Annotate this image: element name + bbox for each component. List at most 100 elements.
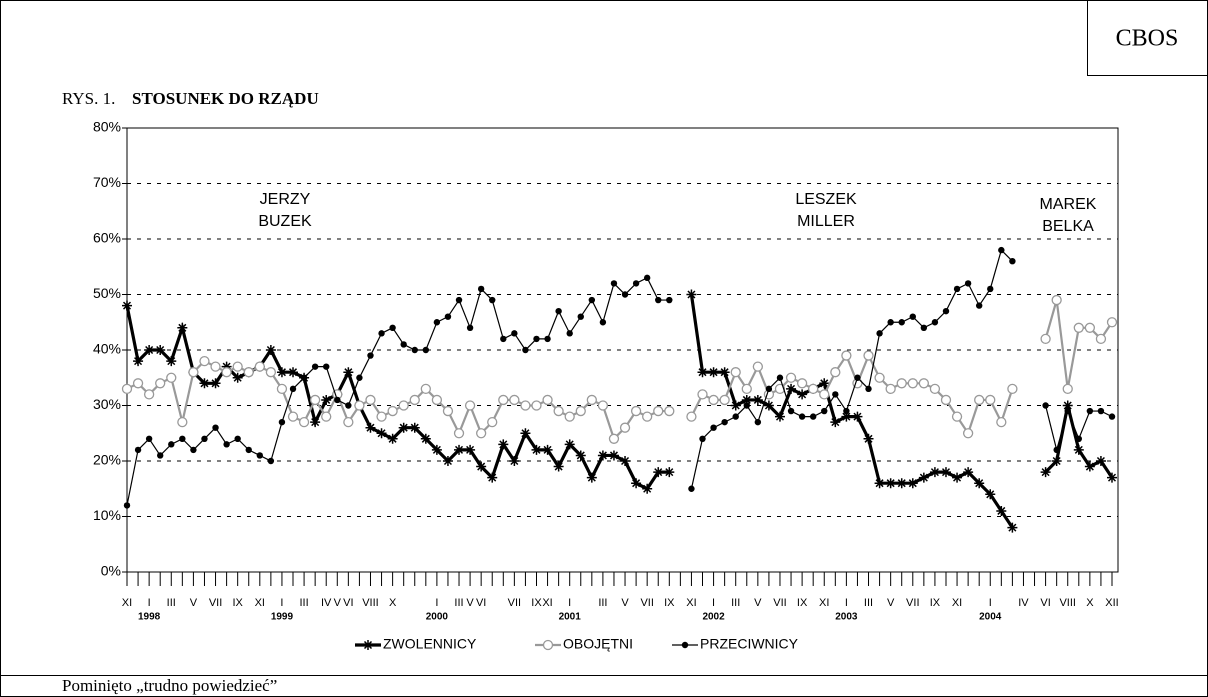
marker [455, 296, 463, 304]
marker [343, 416, 354, 428]
marker [642, 483, 653, 494]
marker [620, 456, 631, 466]
marker [619, 422, 631, 433]
marker [1086, 407, 1094, 415]
marker [365, 422, 376, 433]
annotation: MAREK [1040, 196, 1097, 213]
marker [796, 378, 808, 389]
marker [433, 319, 441, 326]
marker [489, 296, 496, 304]
marker [1053, 446, 1060, 454]
marker [487, 416, 498, 428]
marker [454, 444, 465, 455]
x-tick-label: III [598, 597, 607, 609]
marker [321, 411, 332, 422]
x-tick-label: I [712, 597, 715, 609]
marker [553, 405, 564, 417]
marker [832, 391, 839, 398]
marker [166, 356, 177, 367]
marker [808, 383, 819, 395]
marker [843, 407, 850, 415]
marker [642, 411, 653, 422]
marker [289, 385, 297, 393]
x-tick-label: VII [508, 597, 521, 609]
footnote: Pominięto „trudno powiedzieć” [62, 676, 277, 695]
marker [477, 285, 485, 293]
marker [520, 400, 531, 411]
marker [754, 418, 762, 426]
marker [498, 439, 509, 450]
marker [1062, 400, 1073, 411]
marker [653, 467, 664, 478]
marker [133, 356, 144, 367]
marker [389, 324, 396, 331]
marker [509, 394, 520, 406]
marker [1007, 522, 1018, 533]
marker [278, 418, 286, 426]
source: CBOS [1116, 26, 1179, 52]
marker [354, 400, 365, 411]
marker [398, 422, 409, 433]
x-tick-label: VI [476, 597, 486, 609]
marker [276, 383, 288, 395]
marker [123, 502, 131, 509]
year-label: 1999 [271, 612, 294, 623]
marker [830, 417, 841, 428]
marker [311, 363, 319, 370]
marker [267, 457, 275, 465]
y-tick-label: 50% [93, 285, 121, 301]
marker [1040, 467, 1051, 478]
marker [610, 280, 618, 287]
marker [1009, 258, 1016, 265]
marker [212, 424, 219, 431]
marker [819, 389, 830, 400]
marker [586, 472, 597, 483]
marker [940, 467, 951, 478]
marker [952, 472, 963, 483]
legend-marker [681, 641, 689, 649]
x-tick-label: X [389, 597, 397, 609]
x-tick-label: XI [686, 597, 696, 609]
marker [608, 433, 620, 444]
marker [190, 446, 197, 454]
marker [929, 383, 941, 395]
marker [387, 405, 398, 417]
marker [786, 383, 797, 394]
x-tick-label: XII [1105, 597, 1118, 609]
marker [356, 374, 363, 381]
marker [752, 394, 763, 405]
marker [664, 405, 675, 417]
marker [334, 396, 341, 404]
marker [797, 389, 808, 400]
marker [664, 467, 675, 478]
marker [232, 361, 243, 372]
marker [821, 407, 828, 415]
marker [776, 374, 784, 381]
y-tick-label: 20% [93, 452, 121, 468]
x-tick-label: IX [664, 597, 675, 609]
x-tick-label: VII [773, 597, 786, 609]
marker [132, 378, 144, 389]
x-tick-label: I [435, 597, 438, 609]
marker [1073, 444, 1084, 455]
marker [398, 400, 409, 411]
annotation: JERZY [260, 191, 311, 208]
marker [323, 363, 330, 370]
marker [520, 428, 531, 439]
marker [1108, 413, 1116, 420]
marker [378, 330, 385, 337]
marker [951, 411, 963, 422]
marker [376, 428, 387, 439]
marker [256, 452, 264, 459]
marker [276, 367, 287, 378]
marker [466, 324, 474, 331]
marker [177, 416, 188, 428]
marker [232, 372, 243, 383]
x-tick-label: XI [255, 597, 265, 609]
x-tick-label: III [731, 597, 740, 609]
marker [630, 405, 642, 417]
marker [655, 296, 662, 304]
x-tick-label: IX [930, 597, 941, 609]
marker [1007, 383, 1018, 395]
x-tick-label: IV [321, 597, 332, 609]
